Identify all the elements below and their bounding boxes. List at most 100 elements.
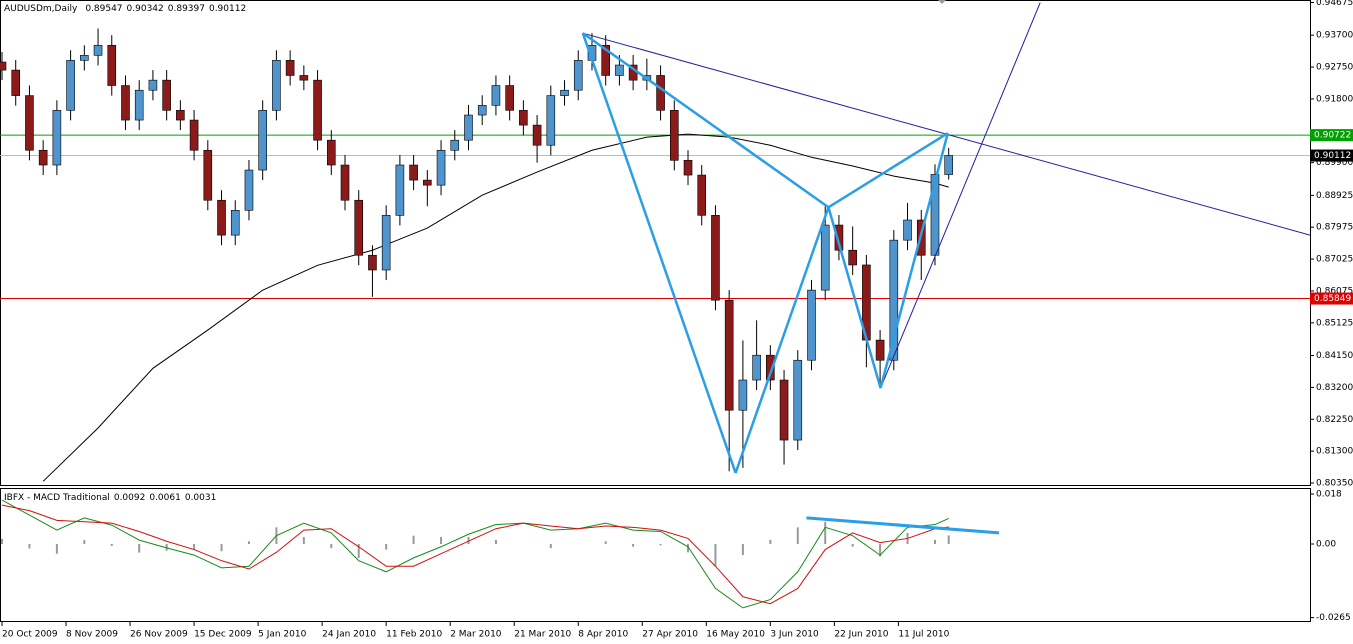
candle-body [368, 254, 377, 271]
candle-body [724, 299, 734, 411]
candle-body [244, 169, 254, 211]
candle-body [25, 95, 34, 151]
macd-pane [0, 488, 1311, 622]
candle-body [875, 339, 885, 361]
candle-body [546, 95, 556, 146]
candle-body [683, 160, 693, 176]
level-label-box [1310, 292, 1353, 305]
pattern-line [734, 206, 830, 474]
hist-value: 0.0031 [185, 493, 217, 503]
candle-body [258, 110, 267, 171]
level-label: 0.85849 [1314, 294, 1351, 304]
pattern-line [827, 206, 882, 389]
macd-plot [1, 499, 1000, 609]
candle-body [464, 114, 473, 141]
candle-body [930, 174, 940, 256]
candle-body [230, 209, 240, 236]
candle-body [450, 139, 460, 151]
candle-body [285, 60, 295, 76]
low: 0.89397 [168, 4, 205, 14]
candle-body [189, 119, 199, 151]
symbol-title: AUDUSDm,Daily 0.89547 0.90342 0.89397 0.9011… [4, 4, 246, 14]
y-tick-label: 0.84150 [1316, 351, 1353, 361]
candle-body [669, 110, 679, 161]
x-tick-label: 8 Apr 2010 [578, 630, 628, 640]
candle-body [38, 149, 48, 166]
candle-body [752, 354, 761, 381]
candle-body [738, 379, 748, 411]
high: 0.90342 [127, 4, 164, 14]
candle-body [313, 79, 322, 141]
main-pane [0, 0, 1311, 486]
candle-body [107, 44, 117, 86]
candle-body [11, 69, 21, 96]
y-tick-label: 0.82250 [1316, 415, 1353, 425]
y-tick-label: 0.87025 [1316, 255, 1353, 265]
candle-body [203, 149, 213, 201]
candle-body [162, 79, 171, 111]
x-tick-label: 21 Mar 2010 [514, 630, 571, 640]
candle-body [52, 110, 62, 166]
candle-body [766, 354, 775, 381]
price-label-box [1310, 149, 1353, 162]
x-tick-label: 26 Nov 2009 [130, 630, 188, 640]
pattern-line [581, 32, 737, 474]
candle-body [615, 64, 624, 76]
candle-body [409, 164, 418, 181]
x-tick-label: 20 Oct 2009 [2, 630, 58, 640]
x-tick-label: 24 Jan 2010 [322, 630, 376, 640]
candle-body [381, 215, 391, 271]
candle-body [697, 174, 707, 216]
candle-body [272, 60, 281, 111]
candle-body [505, 85, 514, 111]
level-label: 0.90722 [1314, 131, 1351, 141]
candle-body [656, 75, 665, 111]
level-label-box [1310, 129, 1353, 142]
candle-body [889, 239, 899, 361]
candle-body [560, 89, 569, 96]
y-tick-label: 0.88925 [1316, 191, 1353, 201]
y-tick-label: 0.85125 [1316, 318, 1353, 328]
candle-body [834, 224, 844, 251]
y-tick-label: 0.86075 [1316, 286, 1353, 296]
candle-body [436, 149, 446, 186]
y-tick-label: 0.94675 [1316, 0, 1353, 8]
candle-body [395, 164, 405, 216]
y-tick-label: 0.92750 [1316, 63, 1353, 73]
y-tick-label: -0.0265 [1316, 613, 1351, 623]
x-tick-label: 5 Jan 2010 [258, 630, 306, 640]
candle-body [176, 110, 185, 121]
x-tick-label: 16 May 2010 [706, 630, 765, 640]
candle-body [121, 85, 130, 121]
y-tick-label: 0.018 [1316, 490, 1342, 500]
candle-body [148, 79, 158, 91]
moving-average [42, 133, 949, 482]
y-tick-label: 0.87975 [1316, 223, 1353, 233]
x-tick-label: 8 Nov 2009 [66, 630, 118, 640]
macd-line [1, 499, 949, 609]
candle-body [573, 60, 583, 91]
y-tick-label: 0.80350 [1316, 479, 1353, 489]
x-tick-label: 11 Jul 2010 [898, 630, 949, 640]
candle-body [779, 379, 789, 441]
x-tick-label: 11 Feb 2010 [386, 630, 442, 640]
y-tick-label: 0.93700 [1316, 31, 1353, 41]
candle-body [944, 155, 953, 175]
pattern-line [827, 132, 949, 209]
candle-body [601, 44, 610, 76]
y-tick-label: 0.91800 [1316, 94, 1353, 104]
candle-body [711, 215, 720, 301]
x-tick-label: 3 Jun 2010 [770, 630, 819, 640]
marker [938, 0, 946, 4]
candle-body [903, 219, 912, 241]
candle-body [340, 164, 350, 201]
candle-body [66, 60, 75, 111]
candle-body [477, 105, 487, 116]
macd-line [1, 504, 949, 605]
y-tick-label: 0.83200 [1316, 383, 1353, 393]
candle-body [491, 85, 501, 106]
signal-value: 0.0061 [149, 493, 181, 503]
candle-body [326, 139, 336, 166]
